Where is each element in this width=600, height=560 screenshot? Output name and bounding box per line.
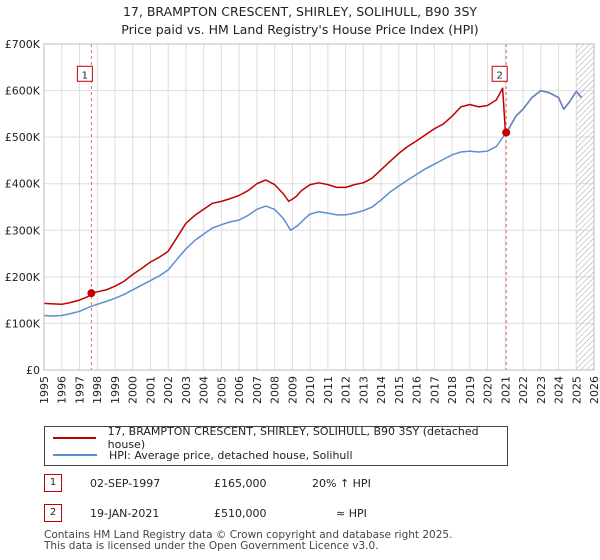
footer-license: This data is licensed under the Open Gov… xyxy=(44,540,379,552)
x-tick-label: 2012 xyxy=(340,376,353,404)
x-tick-label: 2008 xyxy=(269,376,282,404)
transaction-badge: 1 xyxy=(44,474,62,492)
x-tick-label: 2016 xyxy=(411,376,424,404)
x-tick-label: 2009 xyxy=(286,376,299,404)
y-tick-label: £700K xyxy=(5,38,41,51)
x-tick-label: 2006 xyxy=(233,376,246,404)
forecast-hatch xyxy=(576,44,594,370)
x-tick-label: 2001 xyxy=(144,376,157,404)
annotation-label: 1 xyxy=(82,70,88,81)
transaction-price: £165,000 xyxy=(214,477,267,490)
footer-copyright: Contains HM Land Registry data © Crown c… xyxy=(44,529,453,541)
x-tick-label: 2005 xyxy=(215,376,228,404)
annotation-box xyxy=(491,65,508,82)
plot-frame xyxy=(43,43,595,371)
x-tick-label: 2024 xyxy=(553,376,566,404)
sale-point xyxy=(502,128,511,137)
legend-item-hpi: HPI: Average price, detached house, Soli… xyxy=(53,447,353,463)
x-tick-label: 2015 xyxy=(393,376,406,404)
x-tick-label: 2014 xyxy=(375,376,388,404)
transaction-badge: 2 xyxy=(44,504,62,522)
legend-swatch-property xyxy=(53,437,96,439)
legend-swatch-hpi xyxy=(53,454,97,456)
x-tick-label: 2002 xyxy=(162,376,175,404)
property-price-line xyxy=(43,87,583,306)
x-tick-label: 2013 xyxy=(357,376,370,404)
x-tick-label: 2018 xyxy=(446,376,459,404)
y-tick-label: £300K xyxy=(5,224,41,237)
y-tick-label: £200K xyxy=(5,271,41,284)
y-tick-label: £600K xyxy=(5,85,41,98)
x-tick-label: 2017 xyxy=(428,376,441,404)
x-tick-label: 1996 xyxy=(56,376,69,404)
y-tick-label: £100K xyxy=(5,317,41,330)
x-tick-label: 2023 xyxy=(535,376,548,404)
x-tick-label: 2020 xyxy=(482,376,495,404)
x-tick-label: 2007 xyxy=(251,376,264,404)
price-chart: £0 £100K £200K £300K £400K £500K £600K £700K 199… xyxy=(5,38,600,404)
x-tick-label: 2003 xyxy=(180,376,193,404)
chart-legend: 17, BRAMPTON CRESCENT, SHIRLEY, SOLIHULL… xyxy=(44,425,508,466)
x-tick-label: 2004 xyxy=(198,376,211,404)
x-tick-label: 2010 xyxy=(304,376,317,404)
x-tick-label: 2021 xyxy=(499,376,512,404)
annotation-box xyxy=(76,65,93,82)
transaction-date: 19-JAN-2021 xyxy=(90,507,160,520)
footer: Contains HM Land Registry data © Crown c… xyxy=(44,530,452,552)
x-tick-label: 2025 xyxy=(570,376,583,404)
x-tick-label: 2000 xyxy=(127,376,140,404)
y-tick-label: £400K xyxy=(5,178,41,191)
chart-subtitle: Price paid vs. HM Land Registry's House … xyxy=(121,22,479,37)
hpi-line xyxy=(43,89,583,317)
transaction-price: £510,000 xyxy=(214,507,267,520)
x-tick-label: 1998 xyxy=(91,376,104,404)
x-tick-label: 1995 xyxy=(38,376,51,404)
x-tick-label: 2022 xyxy=(517,376,530,404)
x-tick-label: 1999 xyxy=(109,376,122,404)
y-tick-label: £0 xyxy=(26,364,40,377)
transaction-date: 02-SEP-1997 xyxy=(90,477,161,490)
legend-item-property: 17, BRAMPTON CRESCENT, SHIRLEY, SOLIHULL… xyxy=(53,425,507,451)
legend-label-hpi: HPI: Average price, detached house, Soli… xyxy=(109,448,353,462)
x-tick-label: 2011 xyxy=(322,376,335,404)
x-tick-label: 2026 xyxy=(588,376,600,404)
transaction-hpi: ≈ HPI xyxy=(336,507,367,520)
y-tick-label: £500K xyxy=(5,131,41,144)
chart-title: 17, BRAMPTON CRESCENT, SHIRLEY, SOLIHULL… xyxy=(122,4,478,19)
transaction-hpi: 20% ↑ HPI xyxy=(312,477,371,490)
annotation-label: 2 xyxy=(496,70,502,81)
x-tick-label: 2019 xyxy=(464,376,477,404)
x-tick-label: 1997 xyxy=(73,376,86,404)
legend-label-property: 17, BRAMPTON CRESCENT, SHIRLEY, SOLIHULL… xyxy=(107,425,479,451)
sale-point xyxy=(87,289,96,298)
